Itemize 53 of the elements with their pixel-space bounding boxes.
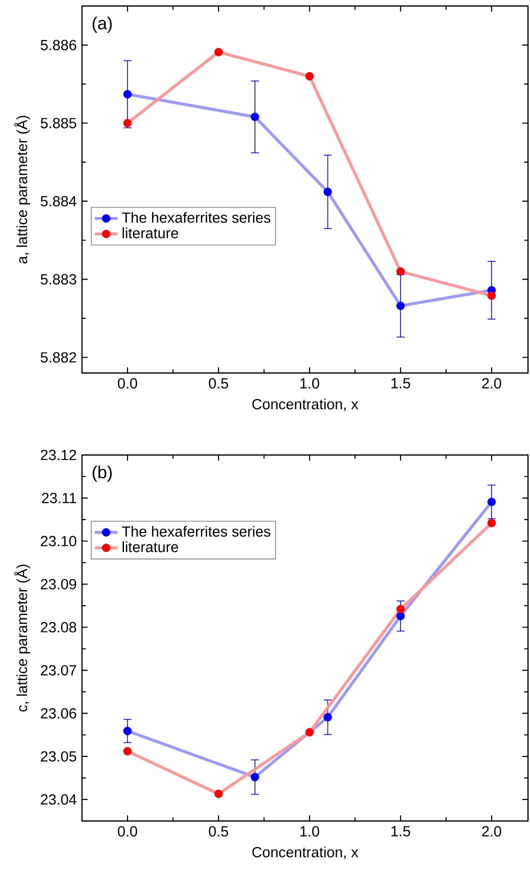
x-tick-label: 0.0 <box>118 378 138 389</box>
point <box>123 118 132 128</box>
y-tick-label: 23.05 <box>40 751 76 762</box>
point <box>123 726 132 736</box>
x-tick-label: 2.0 <box>482 378 502 389</box>
y-tick-label: 23.12 <box>40 450 76 460</box>
point <box>250 772 260 782</box>
y-axis-title: c, lattice parameter (Å) <box>14 564 30 712</box>
legend-label: literature <box>122 541 178 552</box>
x-tick-label: 1.0 <box>300 378 320 389</box>
x-axis-title: Concentration, x <box>252 398 358 412</box>
x-tick-label: 0.5 <box>208 826 228 837</box>
legend-label: The hexaferrites series <box>122 212 270 223</box>
point <box>396 612 405 620</box>
legend-label: The hexaferrites series <box>122 526 270 537</box>
point <box>250 112 260 122</box>
y-tick-label: 23.07 <box>40 665 76 676</box>
annotation: (a) <box>92 16 112 33</box>
x-tick-label: 2.0 <box>482 826 502 837</box>
y-tick-label: 5.885 <box>40 118 76 128</box>
y-axis-title: a, lattice parameter (Å) <box>14 116 30 264</box>
x-tick-label: 0.0 <box>118 826 138 837</box>
x-tick-label: 1.5 <box>391 378 410 388</box>
x-tick-label: 0.5 <box>208 378 228 389</box>
point <box>396 604 405 614</box>
point <box>214 48 223 56</box>
point <box>396 302 405 310</box>
y-tick-label: 5.883 <box>40 274 76 284</box>
y-tick-label: 23.04 <box>40 794 76 805</box>
point <box>305 72 314 80</box>
y-tick-label: 23.08 <box>40 622 76 632</box>
point <box>305 728 314 736</box>
point <box>396 267 405 276</box>
x-axis-title: Concentration, x <box>252 846 358 860</box>
point <box>214 790 223 798</box>
point <box>324 188 332 196</box>
point <box>487 518 496 528</box>
point <box>487 291 496 300</box>
point <box>324 713 332 722</box>
point <box>487 498 496 506</box>
y-tick-label: 5.884 <box>40 196 76 206</box>
annotation: (b) <box>92 466 112 482</box>
x-tick-label: 1.0 <box>300 826 320 837</box>
y-tick-label: 23.11 <box>42 492 76 504</box>
y-tick-label: 5.886 <box>40 40 76 50</box>
y-tick-label: 23.06 <box>40 708 76 719</box>
x-tick-label: 1.5 <box>391 826 410 836</box>
y-tick-label: 23.09 <box>40 578 76 590</box>
y-tick-label: 5.882 <box>40 352 76 363</box>
point <box>123 747 132 756</box>
y-tick-label: 23.10 <box>40 536 76 546</box>
legend-label: literature <box>122 228 178 238</box>
point <box>123 90 132 98</box>
